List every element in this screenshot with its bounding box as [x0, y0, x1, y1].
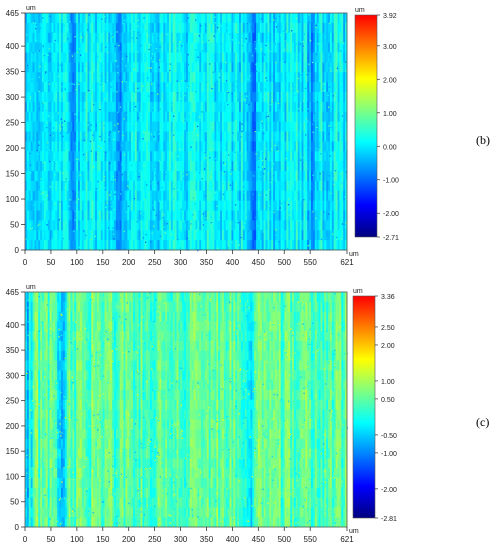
colorbar: [353, 296, 375, 518]
x-tick-label: 500: [278, 535, 292, 544]
x-tick-label: 400: [226, 535, 240, 544]
y-tick-label: 50: [10, 221, 19, 230]
colorbar-unit-label: um: [355, 7, 365, 14]
x-tick-label: 250: [148, 535, 162, 544]
colorbar-tick-label: 3.00: [383, 44, 397, 51]
x-tick-label: 550: [304, 258, 318, 267]
x-tick-label: 300: [174, 535, 188, 544]
colorbar-tick-label: -0.50: [381, 433, 397, 440]
heatmap-chart-b: 0 50 100 150 200 250 300 350 400 450 500 550 621 0 50 1…: [0, 0, 499, 275]
x-tick-label: 200: [122, 258, 136, 267]
x-tick-label: 500: [278, 258, 292, 267]
x-tick-label: 550: [304, 535, 318, 544]
colorbar-tick-label: -1.00: [381, 451, 397, 458]
y-tick-label: 350: [6, 346, 20, 355]
y-tick-label: 100: [6, 195, 20, 204]
y-tick-label: 0: [15, 246, 20, 255]
x-tick-label: 450: [252, 535, 266, 544]
x-tick-label: 250: [148, 258, 162, 267]
colorbar-tick-label: 0.50: [381, 397, 395, 404]
y-tick-label: 100: [6, 472, 20, 481]
y-tick-label: 50: [10, 498, 19, 507]
panel-c: 0 50 100 150 200 250 300 350 400 450 500 550 621 0 50 1…: [0, 280, 499, 550]
colorbar: [355, 15, 377, 237]
x-tick-label: 50: [46, 535, 55, 544]
colorbar-tick-label: 2.50: [381, 325, 395, 332]
x-tick-label: 621: [340, 535, 354, 544]
panel-label-b: (b): [476, 133, 490, 148]
y-tick-label: 350: [6, 68, 20, 77]
x-tick-label: 400: [226, 258, 240, 267]
y-tick-label: 150: [6, 170, 20, 179]
panel-label-c: (c): [476, 415, 489, 430]
heatmap-chart-c: 0 50 100 150 200 250 300 350 400 450 500 550 621 0 50 1…: [0, 280, 499, 550]
colorbar-unit-label: um: [353, 288, 363, 295]
x-tick-label: 150: [96, 535, 110, 544]
colorbar-tick-label: 3.36: [381, 294, 395, 301]
y-tick-label: 0: [15, 523, 20, 532]
x-unit-label: um: [349, 528, 359, 535]
x-tick-label: 150: [96, 258, 110, 267]
x-tick-label: 100: [70, 258, 84, 267]
x-tick-label: 50: [46, 258, 55, 267]
x-tick-label: 621: [340, 258, 354, 267]
colorbar-tick-label: -2.71: [383, 235, 399, 242]
colorbar-tick-label: 2.00: [383, 77, 397, 84]
y-tick-label: 150: [6, 447, 20, 456]
heatmap-cells: [25, 13, 347, 250]
y-tick-label: 465: [6, 288, 20, 297]
x-tick-label: 0: [23, 535, 28, 544]
panel-b: 0 50 100 150 200 250 300 350 400 450 500 550 621 0 50 1…: [0, 0, 499, 275]
x-unit-label: um: [349, 251, 359, 258]
y-tick-label: 300: [6, 93, 20, 102]
x-tick-label: 300: [174, 258, 188, 267]
colorbar-tick-label: 3.92: [383, 13, 397, 20]
colorbar-tick-label: 1.00: [381, 379, 395, 386]
y-tick-label: 200: [6, 422, 20, 431]
colorbar-tick-label: 2.00: [381, 343, 395, 350]
x-tick-label: 450: [252, 258, 266, 267]
y-tick-label: 400: [6, 42, 20, 51]
y-tick-label: 300: [6, 371, 20, 380]
y-unit-label: um: [26, 5, 36, 12]
y-tick-label: 250: [6, 119, 20, 128]
colorbar-tick-label: 0.00: [383, 144, 397, 151]
x-tick-label: 100: [70, 535, 84, 544]
colorbar-tick-label: -1.00: [383, 178, 399, 185]
y-tick-label: 250: [6, 397, 20, 406]
colorbar-tick-label: -2.00: [383, 211, 399, 218]
y-unit-label: um: [26, 284, 36, 291]
colorbar-tick-label: 1.00: [383, 111, 397, 118]
x-tick-label: 350: [200, 535, 214, 544]
y-tick-label: 400: [6, 321, 20, 330]
x-tick-label: 350: [200, 258, 214, 267]
x-tick-label: 200: [122, 535, 136, 544]
colorbar-tick-label: -2.81: [381, 516, 397, 523]
heatmap-cells: [25, 292, 347, 527]
x-tick-label: 0: [23, 258, 28, 267]
y-tick-label: 200: [6, 144, 20, 153]
y-tick-label: 465: [6, 9, 20, 18]
colorbar-tick-label: -2.00: [381, 487, 397, 494]
